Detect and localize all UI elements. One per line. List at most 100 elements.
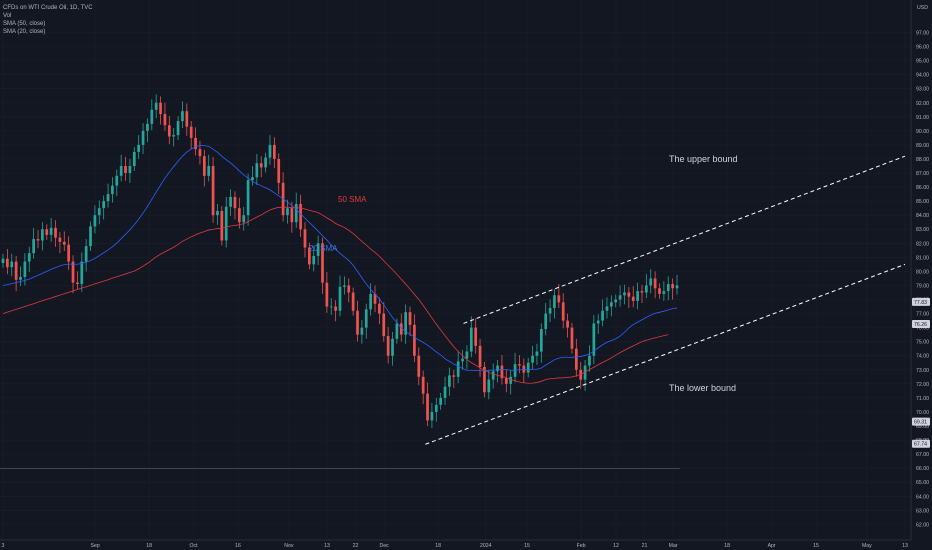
price-axis[interactable]: 97.00 96.00 95.00 94.00 93.00 92.00 91.00 90.00… <box>916 30 929 528</box>
candle-body[interactable] <box>255 163 259 178</box>
candle-body[interactable] <box>89 226 92 247</box>
candle-body[interactable] <box>23 261 27 278</box>
candle-body[interactable] <box>382 313 386 337</box>
candle-body[interactable] <box>36 239 40 241</box>
candle-body[interactable] <box>62 241 66 245</box>
candle-body[interactable] <box>439 397 443 405</box>
candle-body[interactable] <box>666 284 670 292</box>
candle-body[interactable] <box>378 303 381 314</box>
candle-body[interactable] <box>202 156 206 176</box>
candle-body[interactable] <box>675 285 679 289</box>
candle-body[interactable] <box>627 292 631 297</box>
candle-body[interactable] <box>321 243 324 283</box>
candle-body[interactable] <box>364 309 368 328</box>
candle-body[interactable] <box>181 111 184 122</box>
candle-body[interactable] <box>159 102 162 114</box>
candle-body[interactable] <box>574 348 578 370</box>
candle-body[interactable] <box>465 351 469 359</box>
candle-body[interactable] <box>49 227 53 235</box>
candle-body[interactable] <box>71 261 75 283</box>
candle-body[interactable] <box>211 166 215 216</box>
candle-body[interactable] <box>566 320 569 328</box>
candle-body[interactable] <box>434 404 438 412</box>
candle-body[interactable] <box>649 278 653 286</box>
candle-body[interactable] <box>443 386 447 398</box>
candle-body[interactable] <box>548 307 552 314</box>
candle-body[interactable] <box>509 376 513 384</box>
candle-body[interactable] <box>167 125 171 137</box>
time-axis[interactable]: 3 Sep 18 Oct 16 Nov 13 22 Dec 18 2024 15 Feb 12 21 Mar 1… <box>2 543 908 549</box>
candle-body[interactable] <box>531 355 534 363</box>
candle-body[interactable] <box>246 180 250 216</box>
candle-body[interactable] <box>662 291 666 294</box>
lower-bound-line[interactable] <box>425 263 906 445</box>
candle-body[interactable] <box>522 365 526 373</box>
candle-body[interactable] <box>1 258 5 263</box>
candle-body[interactable] <box>469 327 473 352</box>
candle-body[interactable] <box>369 293 372 310</box>
candle-body[interactable] <box>351 292 355 311</box>
candle-body[interactable] <box>474 327 478 346</box>
candle-body[interactable] <box>334 306 337 311</box>
legend-sma50[interactable]: SMA (50, close) <box>3 21 46 27</box>
candle-body[interactable] <box>391 338 394 356</box>
candle-body[interactable] <box>640 291 644 293</box>
candle-body[interactable] <box>596 320 600 324</box>
candle-body[interactable] <box>32 239 35 254</box>
candle-body[interactable] <box>413 324 416 356</box>
candle-body[interactable] <box>478 345 482 367</box>
candle-body[interactable] <box>671 284 674 289</box>
candle-body[interactable] <box>631 296 635 301</box>
candle-body[interactable] <box>452 375 456 377</box>
candle-body[interactable] <box>645 285 648 293</box>
candle-body[interactable] <box>618 295 622 300</box>
candle-body[interactable] <box>386 336 390 356</box>
candle-body[interactable] <box>448 375 451 387</box>
candle-body[interactable] <box>198 149 202 157</box>
candle-body[interactable] <box>264 157 267 168</box>
candle-body[interactable] <box>286 208 289 216</box>
candle-body[interactable] <box>303 229 307 248</box>
candle-body[interactable] <box>141 130 145 145</box>
candle-body[interactable] <box>27 253 31 262</box>
candle-body[interactable] <box>154 102 158 110</box>
candle-body[interactable] <box>614 299 618 303</box>
candle-body[interactable] <box>609 302 613 307</box>
candle-body[interactable] <box>272 144 276 159</box>
candle-body[interactable] <box>561 302 565 321</box>
candle-body[interactable] <box>636 291 639 301</box>
candle-body[interactable] <box>115 175 119 186</box>
candle-body[interactable] <box>658 288 661 294</box>
candle-body[interactable] <box>242 215 246 223</box>
candle-body[interactable] <box>500 365 504 379</box>
candle-body[interactable] <box>557 295 561 303</box>
candle-body[interactable] <box>518 364 521 366</box>
candle-body[interactable] <box>539 329 543 352</box>
candle-body[interactable] <box>172 135 176 137</box>
candle-body[interactable] <box>513 364 517 377</box>
candle-body[interactable] <box>237 208 241 223</box>
candle-body[interactable] <box>325 282 329 307</box>
candle-body[interactable] <box>124 166 127 174</box>
legend-sma20[interactable]: SMA (20, close) <box>3 29 46 35</box>
candle-body[interactable] <box>19 277 22 280</box>
candle-body[interactable] <box>185 111 189 127</box>
candle-body[interactable] <box>299 203 302 230</box>
candle-body[interactable] <box>487 379 491 393</box>
candle-body[interactable] <box>653 278 657 289</box>
candle-body[interactable] <box>399 323 403 335</box>
candle-body[interactable] <box>97 208 101 216</box>
candle-body[interactable] <box>601 310 604 321</box>
legend-title[interactable]: CFDs on WTI Crude Oil, 1D, TVC <box>3 5 93 11</box>
candle-body[interactable] <box>308 247 311 265</box>
candle-body[interactable] <box>583 365 587 380</box>
candle-body[interactable] <box>404 312 408 335</box>
upper-bound-line[interactable] <box>463 155 906 324</box>
candle-body[interactable] <box>233 196 237 209</box>
candle-body[interactable] <box>84 246 88 262</box>
candle-body[interactable] <box>421 376 425 394</box>
candle-body[interactable] <box>605 306 609 311</box>
candle-body[interactable] <box>417 355 421 377</box>
candle-body[interactable] <box>14 261 18 280</box>
